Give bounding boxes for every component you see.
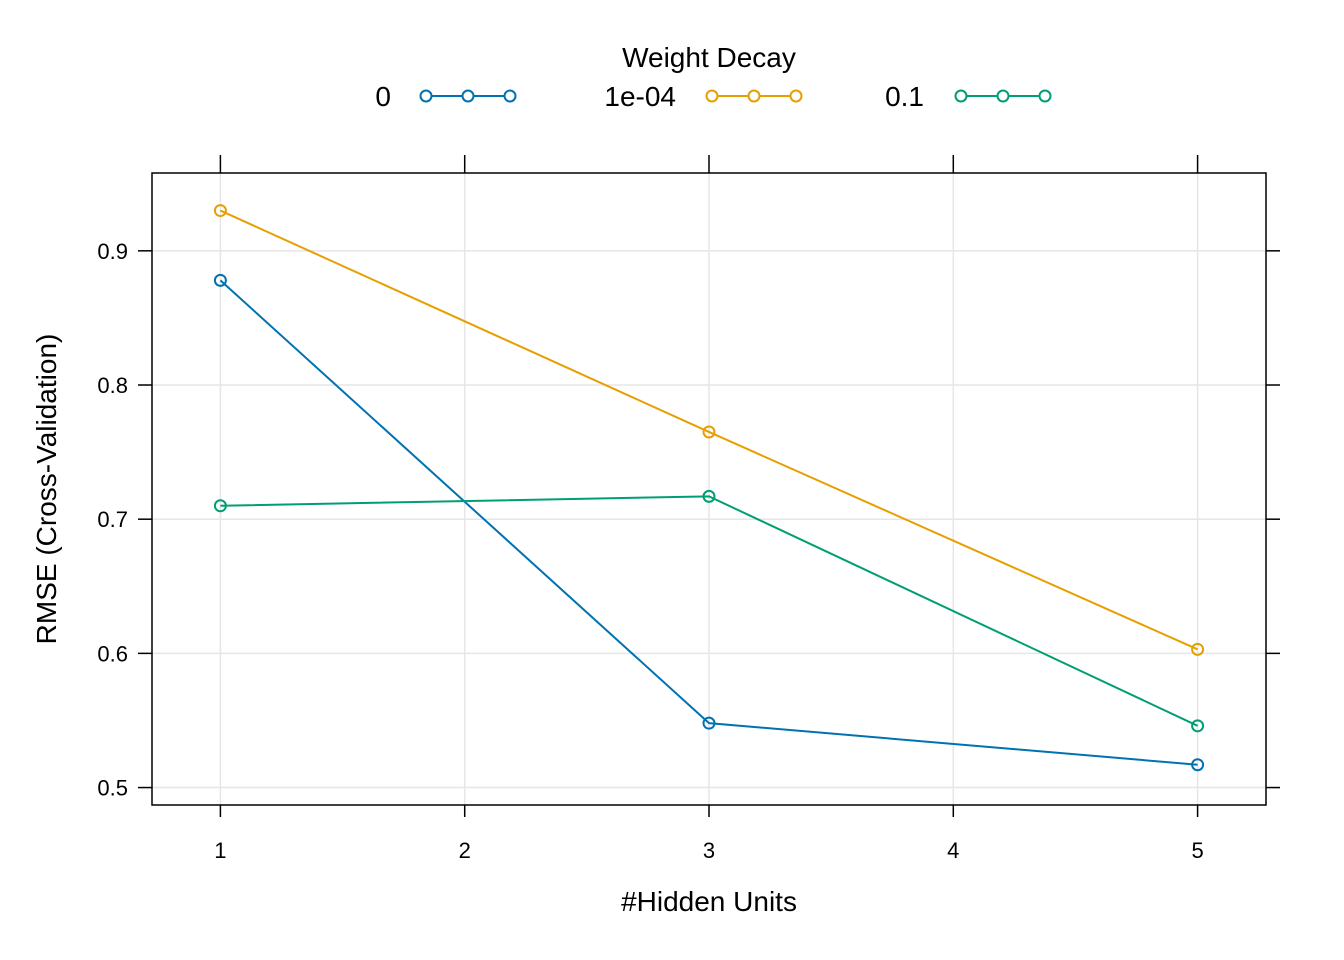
- y-tick-label: 0.5: [97, 776, 128, 801]
- legend-label: 0.1: [885, 81, 924, 112]
- legend: 0 1e-04 0.1: [375, 81, 1052, 112]
- legend-key-point: [996, 89, 1010, 103]
- series-layer: [213, 204, 1205, 772]
- data-point: [1191, 758, 1205, 772]
- legend-label: 0: [375, 81, 391, 112]
- y-axis-title: RMSE (Cross-Validation): [31, 334, 62, 645]
- series-1: [213, 204, 1205, 656]
- y-tick-label: 0.8: [97, 373, 128, 398]
- x-tick-label: 4: [947, 838, 959, 863]
- data-point: [1191, 719, 1205, 733]
- x-tick-label: 5: [1191, 838, 1203, 863]
- grid-lines: [152, 173, 1266, 805]
- data-point: [213, 273, 227, 287]
- x-axis-title: #Hidden Units: [621, 886, 797, 917]
- legend-item-1: 1e-04: [604, 81, 803, 112]
- y-tick-label: 0.9: [97, 239, 128, 264]
- legend-key-point: [1038, 89, 1052, 103]
- legend-key-point: [747, 89, 761, 103]
- y-tick-label: 0.7: [97, 507, 128, 532]
- legend-key-point: [789, 89, 803, 103]
- data-point: [213, 499, 227, 513]
- data-point: [213, 204, 227, 218]
- x-tick-label: 2: [459, 838, 471, 863]
- series-2: [213, 489, 1205, 733]
- series-0: [213, 273, 1205, 772]
- axis-ticks: 1 2 3 4 5 0.5 0.6 0.7 0.8 0.9: [97, 155, 1280, 863]
- legend-key-point: [461, 89, 475, 103]
- data-point: [702, 716, 716, 730]
- legend-title: Weight Decay: [622, 42, 796, 73]
- legend-key-point: [503, 89, 517, 103]
- data-point: [1191, 642, 1205, 656]
- legend-key-point: [419, 89, 433, 103]
- legend-label: 1e-04: [604, 81, 676, 112]
- series-line: [219, 279, 1198, 766]
- legend-key-point: [705, 89, 719, 103]
- series-line: [219, 209, 1199, 651]
- legend-item-2: 0.1: [885, 81, 1052, 112]
- data-point: [702, 425, 716, 439]
- data-point: [702, 489, 716, 503]
- legend-key-point: [954, 89, 968, 103]
- legend-item-0: 0: [375, 81, 517, 112]
- x-tick-label: 1: [214, 838, 226, 863]
- x-tick-label: 3: [703, 838, 715, 863]
- y-tick-label: 0.6: [97, 641, 128, 666]
- series-line: [220, 495, 1199, 727]
